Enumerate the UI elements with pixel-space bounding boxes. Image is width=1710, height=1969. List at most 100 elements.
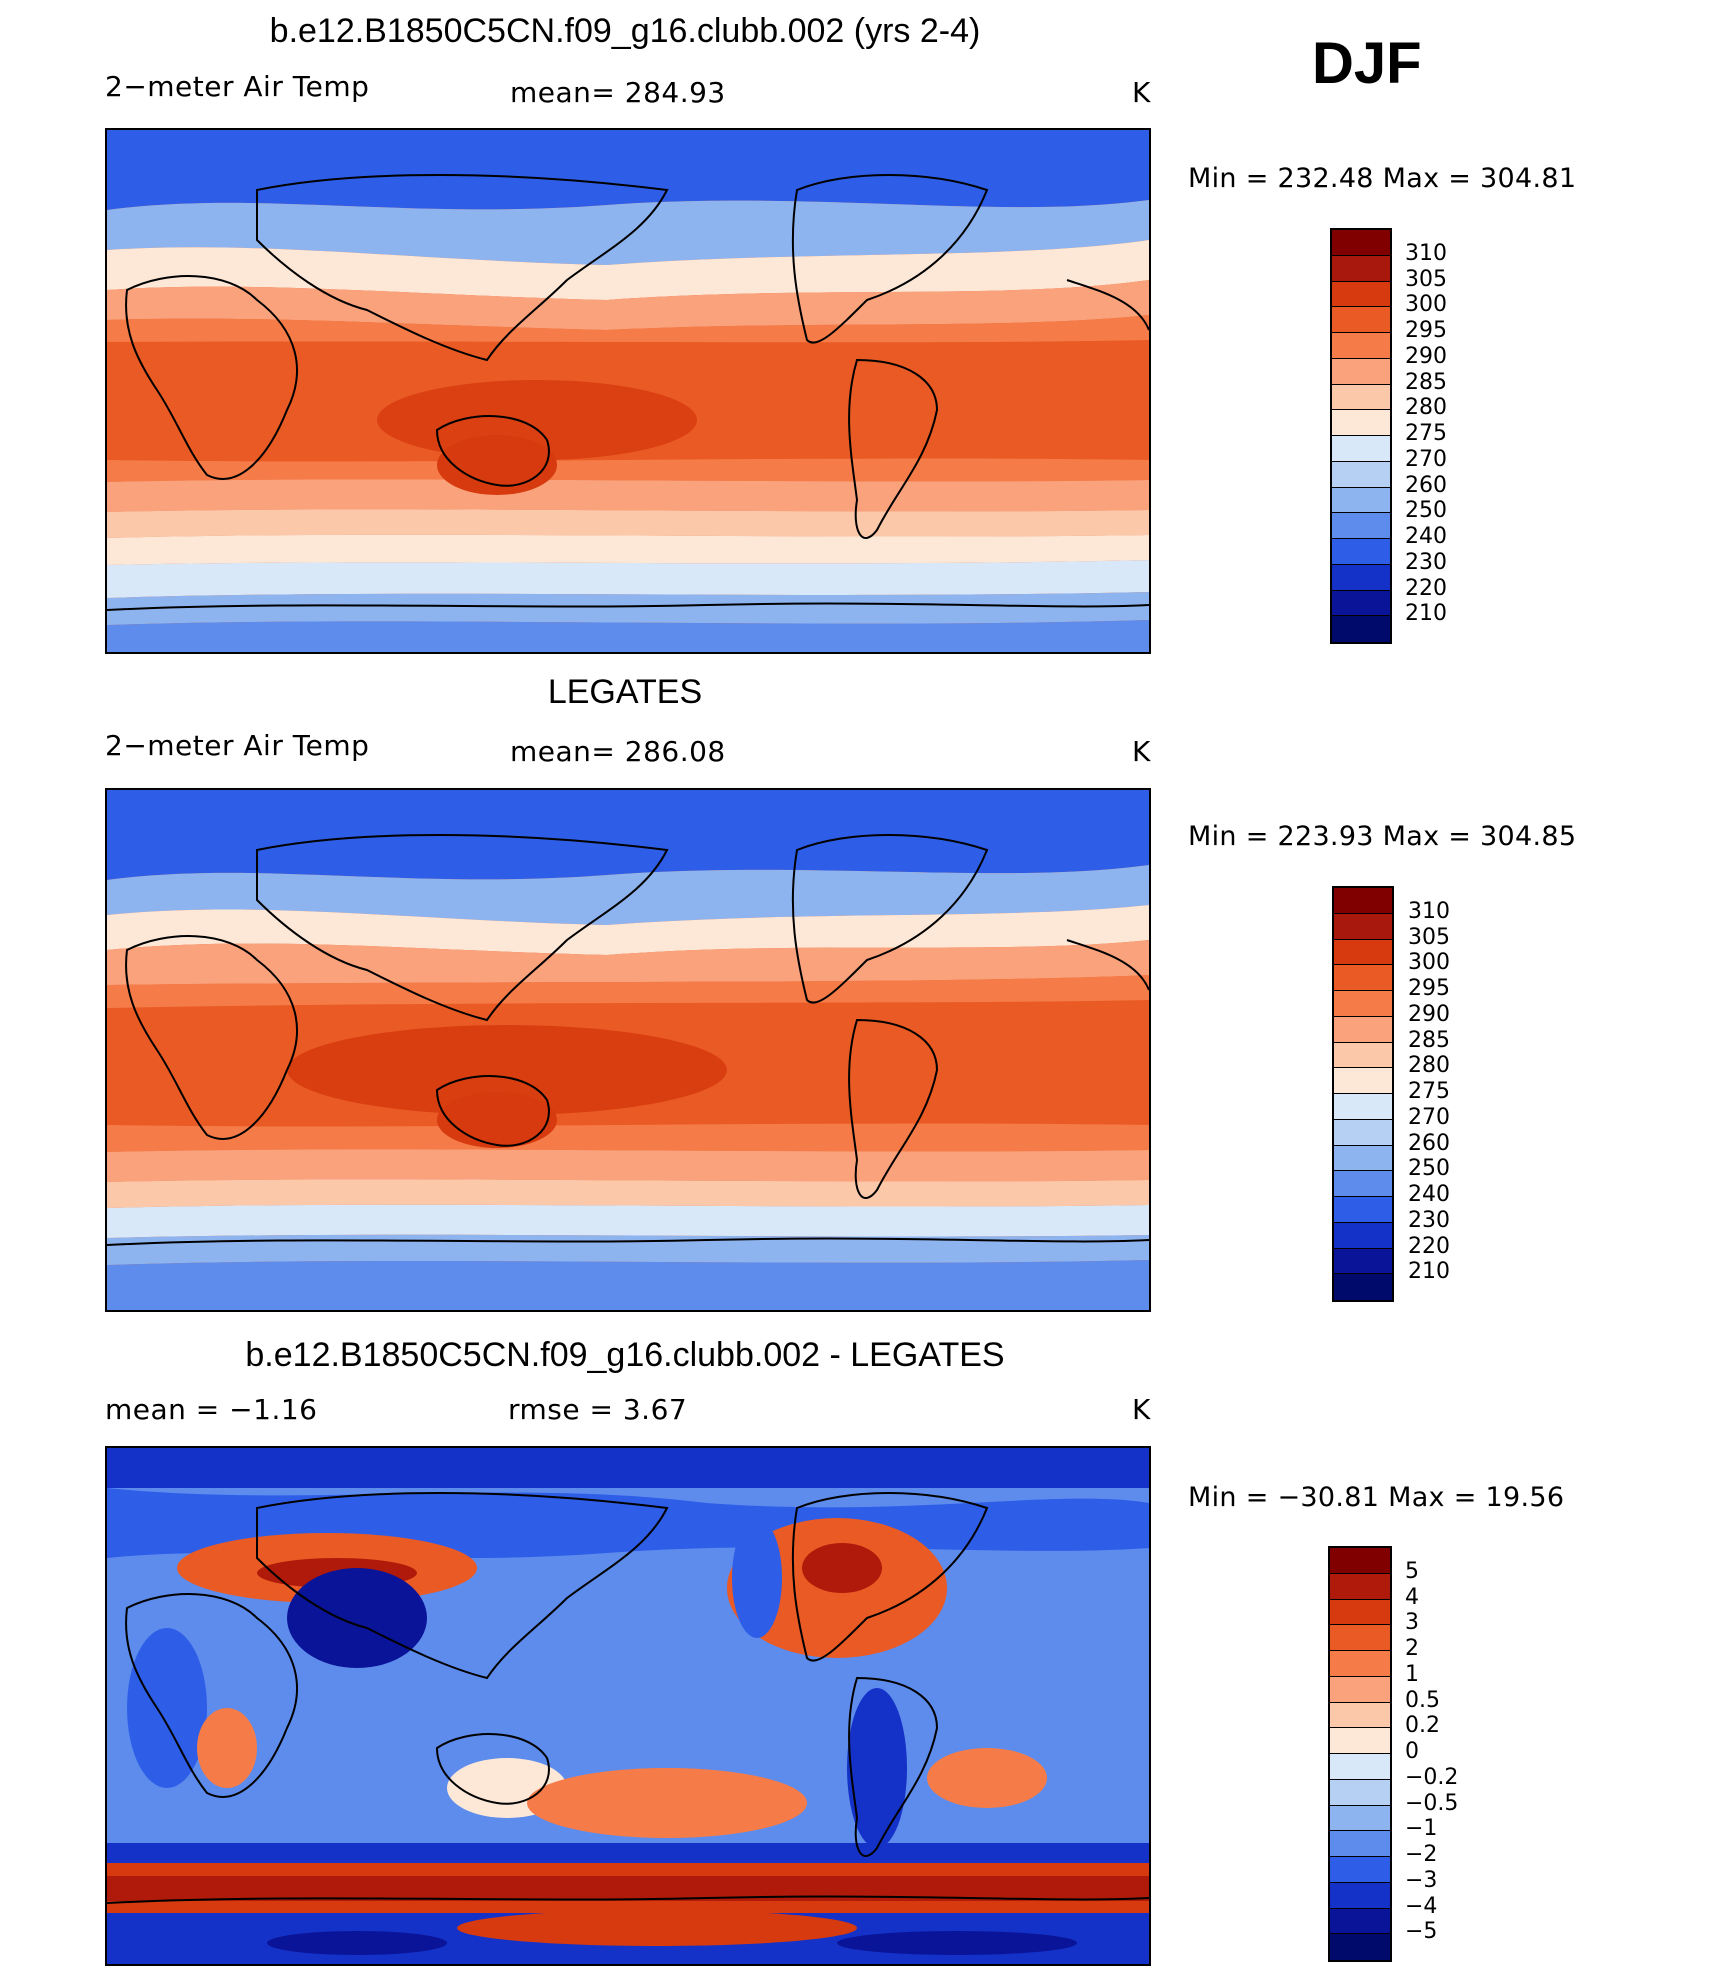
colorbar-swatch [1330, 1573, 1390, 1600]
colorbar-tick-label: 295 [1408, 976, 1450, 1001]
colorbar-tick-label: −0.5 [1405, 1790, 1459, 1816]
colorbar-swatch [1332, 410, 1390, 436]
colorbar-tick-label: −3 [1405, 1867, 1438, 1893]
colorbar-tick-label: 2 [1405, 1636, 1419, 1661]
colorbar-tick-label: 305 [1408, 924, 1450, 950]
colorbar-tick-label: −5 [1405, 1919, 1438, 1945]
colorbar-tick-label: 300 [1405, 292, 1447, 318]
season-label: DJF [1312, 31, 1422, 96]
colorbar-tick-label: 4 [1405, 1584, 1419, 1610]
colorbar-tick-label: 260 [1408, 1130, 1450, 1156]
colorbar-swatch [1334, 1094, 1392, 1120]
panel1-variable-label: 2−meter Air Temp [105, 70, 370, 103]
colorbar-swatch [1334, 888, 1392, 914]
colorbar-swatch [1332, 333, 1390, 359]
colorbar-tick-label: 295 [1405, 318, 1447, 343]
panel2-variable-label: 2−meter Air Temp [105, 729, 370, 762]
colorbar-tick-label: 220 [1405, 575, 1447, 601]
panel1-map [105, 128, 1151, 654]
panel3-colorbar [1328, 1546, 1392, 1962]
colorbar-tick-label: 3 [1405, 1610, 1419, 1636]
colorbar-tick-label: 310 [1405, 240, 1447, 266]
colorbar-swatch [1330, 1805, 1390, 1832]
colorbar-swatch [1330, 1599, 1390, 1626]
colorbar-tick-label: 260 [1405, 472, 1447, 498]
panel1-mean-label: mean= 284.93 [510, 76, 726, 109]
colorbar-swatch [1334, 991, 1392, 1017]
colorbar-tick-label: 270 [1405, 446, 1447, 472]
colorbar-tick-label: 250 [1408, 1156, 1450, 1182]
colorbar-tick-label: 290 [1408, 1001, 1450, 1027]
colorbar-swatch [1332, 461, 1390, 488]
colorbar-tick-label: 275 [1405, 421, 1447, 446]
colorbar-swatch [1332, 307, 1390, 333]
colorbar-swatch [1332, 539, 1390, 565]
panel2-units-label: K [1132, 735, 1151, 768]
panel2-title: LEGATES [547, 673, 703, 711]
colorbar-swatch [1332, 487, 1390, 514]
colorbar-tick-label: −4 [1405, 1893, 1438, 1919]
panel3-map [105, 1446, 1151, 1966]
colorbar-tick-label: 0 [1405, 1739, 1419, 1764]
panel2-minmax: Min = 223.93 Max = 304.85 [1188, 821, 1577, 852]
panel1-units-label: K [1132, 76, 1151, 109]
colorbar-swatch [1330, 1548, 1390, 1574]
panel3-minmax: Min = −30.81 Max = 19.56 [1188, 1482, 1565, 1513]
colorbar-swatch [1330, 1857, 1390, 1883]
colorbar-tick-label: 210 [1408, 1259, 1450, 1285]
colorbar-swatch [1332, 255, 1390, 282]
colorbar-swatch [1332, 513, 1390, 539]
colorbar-swatch [1330, 1676, 1390, 1703]
colorbar-tick-label: 280 [1408, 1053, 1450, 1079]
colorbar-tick-label: 0.5 [1405, 1687, 1440, 1713]
panel3-title: b.e12.B1850C5CN.f09_g16.clubb.002 - LEGA… [245, 1336, 1005, 1374]
colorbar-swatch [1334, 1068, 1392, 1094]
colorbar-swatch [1330, 1908, 1390, 1935]
colorbar-swatch [1332, 281, 1390, 308]
colorbar-tick-label: 240 [1408, 1182, 1450, 1207]
colorbar-tick-label: 285 [1405, 369, 1447, 395]
colorbar-swatch [1332, 358, 1390, 385]
panel3-map-svg [107, 1448, 1149, 1964]
colorbar-swatch [1334, 1248, 1392, 1275]
colorbar-tick-label: 290 [1405, 343, 1447, 369]
colorbar-tick-label: −1 [1405, 1816, 1438, 1842]
colorbar-swatch [1334, 965, 1392, 991]
colorbar-swatch [1334, 913, 1392, 940]
panel3-units-label: K [1132, 1393, 1151, 1426]
colorbar-tick-label: 275 [1408, 1079, 1450, 1104]
colorbar-tick-label: 310 [1408, 898, 1450, 924]
colorbar-swatch [1330, 1882, 1390, 1909]
colorbar-swatch [1332, 230, 1390, 256]
colorbar-swatch [1334, 1145, 1392, 1172]
colorbar-tick-label: 1 [1405, 1661, 1419, 1687]
colorbar-tick-label: 305 [1405, 266, 1447, 292]
colorbar-tick-label: 240 [1405, 524, 1447, 549]
colorbar-swatch [1330, 1728, 1390, 1754]
colorbar-swatch [1334, 1016, 1392, 1043]
colorbar-tick-label: 5 [1405, 1558, 1419, 1584]
colorbar-tick-label: 250 [1405, 498, 1447, 524]
panel2-mean-label: mean= 286.08 [510, 735, 726, 768]
colorbar-swatch [1334, 1119, 1392, 1146]
colorbar-swatch [1330, 1934, 1390, 1960]
colorbar-swatch [1332, 436, 1390, 462]
colorbar-swatch [1334, 1171, 1392, 1197]
colorbar-swatch [1334, 1197, 1392, 1223]
panel1-title: b.e12.B1850C5CN.f09_g16.clubb.002 (yrs 2… [269, 12, 981, 50]
colorbar-tick-label: 230 [1405, 549, 1447, 575]
colorbar-tick-label: 210 [1405, 601, 1447, 627]
colorbar-swatch [1330, 1625, 1390, 1651]
panel1-colorbar [1330, 228, 1392, 644]
colorbar-swatch [1334, 939, 1392, 966]
colorbar-tick-label: 230 [1408, 1207, 1450, 1233]
colorbar-tick-label: 270 [1408, 1104, 1450, 1130]
colorbar-swatch [1330, 1702, 1390, 1729]
panel3-mean-label: mean = −1.16 [105, 1393, 318, 1426]
colorbar-swatch [1330, 1831, 1390, 1857]
panel2-map [105, 788, 1151, 1312]
colorbar-tick-label: 285 [1408, 1027, 1450, 1053]
colorbar-tick-label: 300 [1408, 950, 1450, 976]
colorbar-tick-label: −0.2 [1405, 1764, 1459, 1790]
colorbar-swatch [1332, 564, 1390, 591]
